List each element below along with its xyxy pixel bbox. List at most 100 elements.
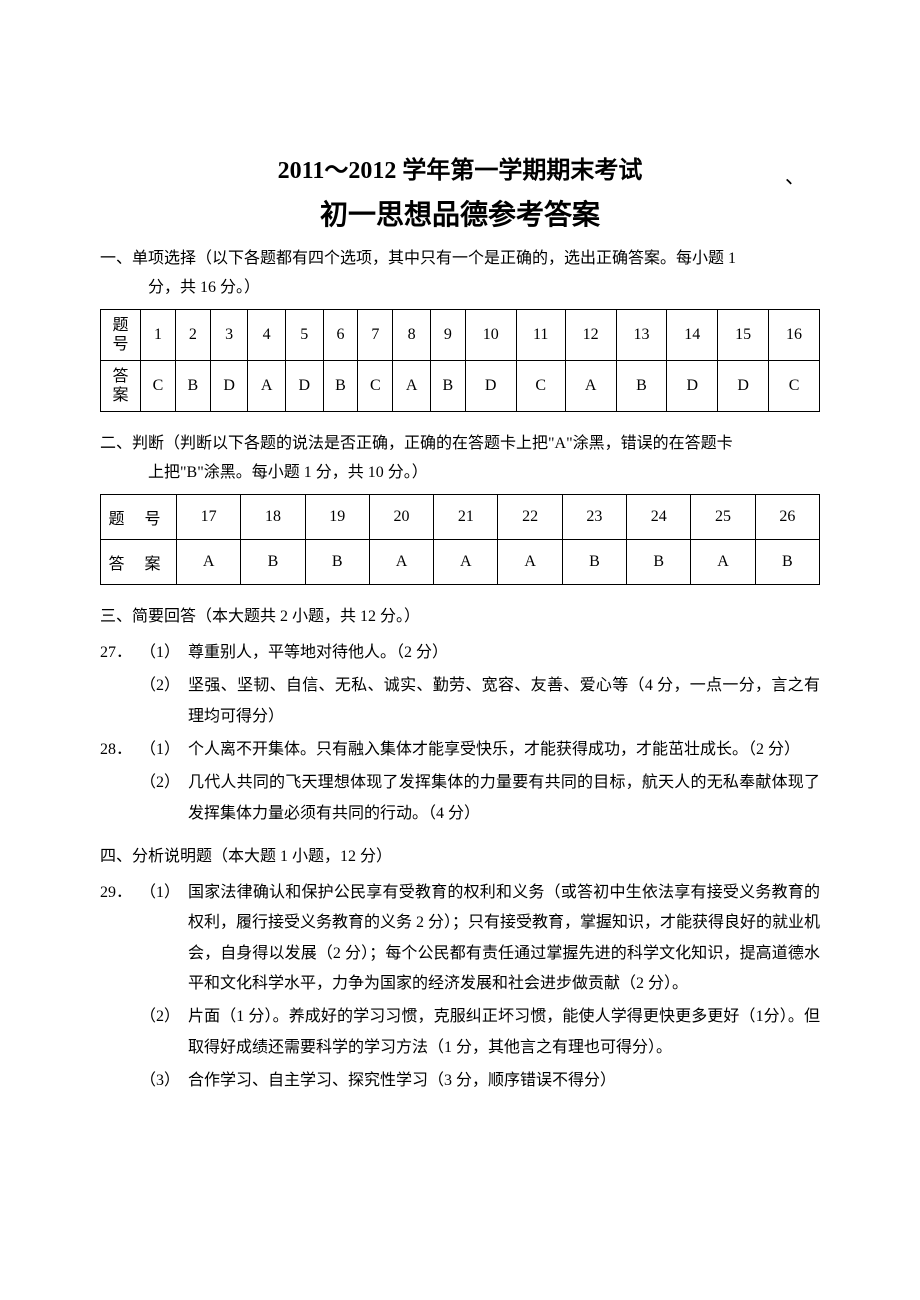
cell-num: 23: [562, 494, 626, 539]
q-num: 27．: [100, 638, 140, 668]
q-content: 合作学习、自主学习、探究性学习（3 分，顺序错误不得分）: [188, 1066, 820, 1096]
cell-num: 12: [565, 309, 616, 360]
cell-ans: D: [667, 360, 718, 411]
cell-num: 10: [465, 309, 516, 360]
cell-num: 3: [210, 309, 248, 360]
cell-num: 24: [627, 494, 691, 539]
q-content: 片面（1 分）。养成好的学习习惯，克服纠正坏习惯，能使人学得更快更多更好（1分）…: [188, 1002, 820, 1063]
cell-ans: D: [465, 360, 516, 411]
cell-ans: B: [562, 539, 626, 584]
q-sub: （2）: [140, 671, 188, 732]
table-row: 题 号 17 18 19 20 21 22 23 24 25 26: [101, 494, 820, 539]
cell-num: 16: [769, 309, 820, 360]
cell-num: 17: [177, 494, 241, 539]
table-row: 题号 1 2 3 4 5 6 7 8 9 10 11 12 13 14 15 1…: [101, 309, 820, 360]
q28-1: 28． （1） 个人离不开集体。只有融入集体才能享受快乐，才能获得成功，才能茁壮…: [100, 735, 820, 765]
q-content: 几代人共同的飞天理想体现了发挥集体的力量要有共同的目标，航天人的无私奉献体现了发…: [188, 768, 820, 829]
section2-heading-line1: 二、判断（判断以下各题的说法是否正确，正确的在答题卡上把"A"涂黑，错误的在答题…: [100, 435, 733, 452]
q-content: 国家法律确认和保护公民享有受教育的权利和义务（或答初中生依法享有接受义务教育的权…: [188, 878, 820, 1000]
q-sub: （1）: [140, 638, 188, 668]
cell-ans: A: [565, 360, 616, 411]
section2-heading: 二、判断（判断以下各题的说法是否正确，正确的在答题卡上把"A"涂黑，错误的在答题…: [100, 430, 820, 488]
cell-num: 5: [285, 309, 323, 360]
q-sub: （3）: [140, 1066, 188, 1096]
cell-ans: A: [691, 539, 755, 584]
section3-heading: 三、简要回答（本大题共 2 小题，共 12 分。）: [100, 603, 820, 632]
row-header-ans: 答 案: [101, 539, 177, 584]
cell-num: 1: [141, 309, 176, 360]
section2-table: 题 号 17 18 19 20 21 22 23 24 25 26 答 案 A …: [100, 494, 820, 585]
q-num-empty: [100, 768, 140, 829]
cell-num: 21: [434, 494, 498, 539]
row-header-num: 题号: [101, 309, 141, 360]
q-sub: （1）: [140, 878, 188, 1000]
row-header-num: 题 号: [101, 494, 177, 539]
cell-ans: D: [718, 360, 769, 411]
cell-ans: C: [358, 360, 393, 411]
section1-heading-line2: 分，共 16 分。）: [100, 279, 260, 296]
q-sub: （1）: [140, 735, 188, 765]
cell-num: 19: [305, 494, 369, 539]
table-row: 答 案 A B B A A A B B A B: [101, 539, 820, 584]
cell-num: 4: [248, 309, 286, 360]
cell-ans: C: [141, 360, 176, 411]
cell-num: 13: [616, 309, 667, 360]
cell-ans: A: [434, 539, 498, 584]
cell-num: 15: [718, 309, 769, 360]
cell-num: 14: [667, 309, 718, 360]
q27-2: （2） 坚强、坚韧、自信、无私、诚实、勤劳、宽容、友善、爱心等（4 分，一点一分…: [100, 671, 820, 732]
cell-ans: A: [369, 539, 433, 584]
cell-ans: D: [285, 360, 323, 411]
q-num: 29．: [100, 878, 140, 1000]
table-row: 答案 C B D A D B C A B D C A B D D C: [101, 360, 820, 411]
q-content: 坚强、坚韧、自信、无私、诚实、勤劳、宽容、友善、爱心等（4 分，一点一分，言之有…: [188, 671, 820, 732]
q-num-empty: [100, 1066, 140, 1096]
cell-ans: A: [177, 539, 241, 584]
section1-table: 题号 1 2 3 4 5 6 7 8 9 10 11 12 13 14 15 1…: [100, 309, 820, 413]
row-header-ans: 答案: [101, 360, 141, 411]
q-num: 28．: [100, 735, 140, 765]
cell-ans: B: [430, 360, 465, 411]
title-sub: 初一思想品德参考答案: [100, 193, 820, 233]
cell-ans: B: [323, 360, 358, 411]
cell-ans: B: [755, 539, 819, 584]
page-mark: 、: [785, 160, 805, 189]
section1-heading: 一、单项选择（以下各题都有四个选项，其中只有一个是正确的，选出正确答案。每小题 …: [100, 245, 820, 303]
cell-ans: B: [305, 539, 369, 584]
q27-1: 27． （1） 尊重别人，平等地对待他人。（2 分）: [100, 638, 820, 668]
q-sub: （2）: [140, 1002, 188, 1063]
cell-ans: B: [241, 539, 305, 584]
cell-num: 9: [430, 309, 465, 360]
cell-num: 8: [393, 309, 431, 360]
cell-num: 22: [498, 494, 562, 539]
cell-num: 11: [516, 309, 565, 360]
q-sub: （2）: [140, 768, 188, 829]
cell-ans: B: [175, 360, 210, 411]
cell-ans: D: [210, 360, 248, 411]
q-num-empty: [100, 1002, 140, 1063]
cell-num: 7: [358, 309, 393, 360]
cell-ans: A: [248, 360, 286, 411]
cell-ans: B: [616, 360, 667, 411]
section2-heading-line2: 上把"B"涂黑。每小题 1 分，共 10 分。）: [100, 464, 428, 481]
cell-num: 6: [323, 309, 358, 360]
cell-num: 20: [369, 494, 433, 539]
q29-1: 29． （1） 国家法律确认和保护公民享有受教育的权利和义务（或答初中生依法享有…: [100, 878, 820, 1000]
q28-2: （2） 几代人共同的飞天理想体现了发挥集体的力量要有共同的目标，航天人的无私奉献…: [100, 768, 820, 829]
cell-num: 2: [175, 309, 210, 360]
title-main: 2011～2012 学年第一学期期末考试: [100, 150, 820, 185]
section4-heading: 四、分析说明题（本大题 1 小题，12 分）: [100, 843, 820, 872]
q-content: 个人离不开集体。只有融入集体才能享受快乐，才能获得成功，才能茁壮成长。（2 分）: [188, 735, 820, 765]
cell-ans: B: [627, 539, 691, 584]
q29-3: （3） 合作学习、自主学习、探究性学习（3 分，顺序错误不得分）: [100, 1066, 820, 1096]
cell-num: 25: [691, 494, 755, 539]
cell-ans: C: [516, 360, 565, 411]
q-num-empty: [100, 671, 140, 732]
q-content: 尊重别人，平等地对待他人。（2 分）: [188, 638, 820, 668]
cell-ans: A: [393, 360, 431, 411]
cell-num: 18: [241, 494, 305, 539]
cell-ans: A: [498, 539, 562, 584]
section1-heading-line1: 一、单项选择（以下各题都有四个选项，其中只有一个是正确的，选出正确答案。每小题 …: [100, 250, 736, 267]
cell-ans: C: [769, 360, 820, 411]
q29-2: （2） 片面（1 分）。养成好的学习习惯，克服纠正坏习惯，能使人学得更快更多更好…: [100, 1002, 820, 1063]
